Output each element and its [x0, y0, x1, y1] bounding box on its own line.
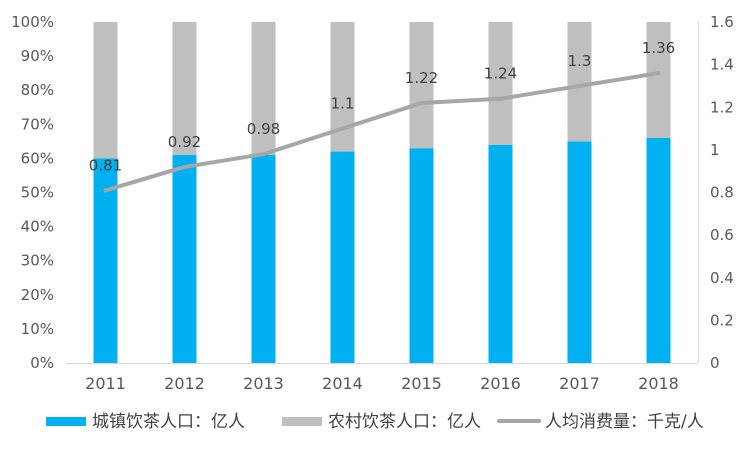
x-tick-label: 2011: [85, 374, 126, 393]
x-tick-label: 2012: [164, 374, 205, 393]
bars-group: [93, 22, 671, 363]
point-per-capita-2011: [103, 188, 108, 193]
bar-rural-2017: [567, 22, 592, 142]
y-left-tick-label: 10%: [21, 320, 54, 338]
legend-swatch-urban: [46, 417, 86, 426]
y-left-tick-label: 30%: [21, 252, 54, 270]
y-left-tick-label: 70%: [21, 115, 54, 133]
point-per-capita-2014: [340, 126, 345, 131]
x-tick-label: 2014: [322, 374, 363, 393]
point-per-capita-2013: [261, 152, 266, 157]
y-right-tick-label: 0.8: [710, 184, 734, 202]
x-tick-label: 2017: [559, 374, 600, 393]
y-left-tick-label: 100%: [11, 13, 54, 31]
line-group: [103, 71, 661, 193]
bar-rural-2012: [172, 22, 197, 155]
data-label-per-capita: 1.1: [331, 95, 355, 113]
bar-rural-2015: [409, 22, 434, 149]
x-tick-label: 2016: [480, 374, 521, 393]
data-label-per-capita: 0.81: [89, 156, 122, 174]
legend-swatch-rural: [282, 417, 322, 426]
point-per-capita-2012: [182, 164, 187, 169]
y-left-tick-label: 20%: [21, 286, 54, 304]
data-label-per-capita: 1.3: [568, 52, 592, 70]
bar-rural-2016: [488, 22, 513, 145]
y-right-tick-label: 0.2: [710, 311, 734, 329]
bar-rural-2011: [93, 22, 118, 159]
y-right-tick-label: 0: [710, 354, 720, 372]
y-right-tick-label: 1.6: [710, 13, 734, 31]
data-label-per-capita: 1.24: [484, 65, 517, 83]
bar-urban-2011: [93, 158, 118, 363]
y-right-tick-label: 0.6: [710, 226, 734, 244]
bar-urban-2012: [172, 154, 197, 363]
y-left-tick-label: 90%: [21, 47, 54, 65]
data-label-per-capita: 0.92: [168, 133, 201, 151]
y-left-tick-label: 80%: [21, 81, 54, 99]
axes-group: 0% 10% 20% 30% 40% 50% 60% 70% 80% 90% 100% 0 0.2 0.4…: [11, 13, 734, 393]
y-right-tick-label: 1.4: [710, 56, 734, 74]
line-per-capita: [103, 71, 661, 193]
legend-label-per-capita: 人均消费量：千克/人: [545, 412, 704, 432]
x-tick-label: 2015: [401, 374, 442, 393]
bar-urban-2014: [330, 151, 355, 363]
x-tick-label: 2018: [638, 374, 679, 393]
point-per-capita-2018: [656, 71, 661, 76]
data-labels-group: 0.81 0.92 0.98 1.1 1.22 1.24 1.3 1.36: [89, 39, 675, 174]
y-right-tick-label: 1: [710, 141, 720, 159]
bar-urban-2018: [646, 137, 671, 363]
point-per-capita-2017: [577, 83, 582, 88]
data-label-per-capita: 1.36: [642, 39, 675, 57]
bar-urban-2017: [567, 141, 592, 363]
legend: 城镇饮茶人口：亿人 农村饮茶人口：亿人 人均消费量：千克/人: [46, 412, 704, 432]
bar-urban-2013: [251, 154, 276, 363]
bar-rural-2018: [646, 22, 671, 138]
bar-rural-2013: [251, 22, 276, 155]
y-right-tick-label: 1.2: [710, 98, 734, 116]
legend-label-urban: 城镇饮茶人口：亿人: [92, 412, 245, 432]
data-label-per-capita: 1.22: [405, 69, 438, 87]
data-label-per-capita: 0.98: [247, 120, 280, 138]
y-right-tick-label: 0.4: [710, 269, 734, 287]
y-left-tick-label: 0%: [30, 354, 54, 372]
x-tick-label: 2013: [243, 374, 284, 393]
legend-label-rural: 农村饮茶人口：亿人: [328, 412, 481, 432]
bar-urban-2015: [409, 148, 434, 363]
y-left-tick-label: 40%: [21, 218, 54, 236]
point-per-capita-2016: [498, 96, 503, 101]
y-left-tick-label: 60%: [21, 149, 54, 167]
y-left-tick-label: 50%: [21, 184, 54, 202]
point-per-capita-2015: [419, 100, 424, 105]
bar-urban-2016: [488, 144, 513, 363]
